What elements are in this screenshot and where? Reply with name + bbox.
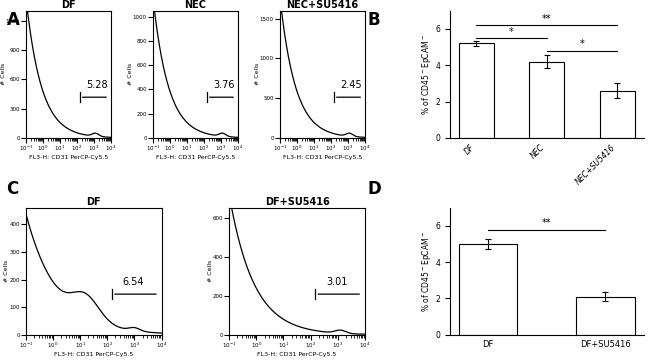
X-axis label: FL3-H: CD31 PerCP-Cy5.5: FL3-H: CD31 PerCP-Cy5.5 — [156, 155, 235, 160]
X-axis label: FL3-H: CD31 PerCP-Cy5.5: FL3-H: CD31 PerCP-Cy5.5 — [257, 352, 337, 357]
Text: B: B — [367, 11, 380, 29]
Y-axis label: # Cells: # Cells — [207, 260, 213, 282]
Text: *: * — [580, 39, 584, 49]
Title: DF: DF — [61, 0, 75, 10]
Title: NEC: NEC — [185, 0, 207, 10]
Y-axis label: # Cells: # Cells — [255, 63, 260, 85]
X-axis label: FL3-H: CD31 PerCP-Cy5.5: FL3-H: CD31 PerCP-Cy5.5 — [54, 352, 133, 357]
Y-axis label: % of CD45$^-$EpCAM$^-$: % of CD45$^-$EpCAM$^-$ — [419, 231, 432, 312]
Text: **: ** — [542, 218, 551, 228]
Y-axis label: % of CD45$^-$EpCAM$^-$: % of CD45$^-$EpCAM$^-$ — [419, 34, 432, 115]
Text: 5.28: 5.28 — [86, 80, 108, 90]
Text: 3.76: 3.76 — [214, 80, 235, 90]
Bar — [459, 44, 494, 138]
Text: *: * — [509, 27, 514, 37]
Bar — [599, 91, 634, 138]
Text: **: ** — [542, 14, 551, 24]
Bar — [529, 62, 564, 138]
Text: 6.54: 6.54 — [123, 276, 144, 287]
Text: A: A — [6, 11, 20, 29]
Y-axis label: # Cells: # Cells — [1, 63, 6, 85]
Y-axis label: # Cells: # Cells — [128, 63, 133, 85]
Title: DF: DF — [86, 197, 101, 207]
Text: 2.45: 2.45 — [341, 80, 362, 90]
Text: C: C — [6, 180, 19, 198]
Text: 3.01: 3.01 — [326, 276, 348, 287]
Title: NEC+SU5416: NEC+SU5416 — [287, 0, 358, 10]
Bar — [576, 297, 634, 335]
Title: DF+SU5416: DF+SU5416 — [265, 197, 330, 207]
Bar — [459, 244, 517, 335]
X-axis label: FL3-H: CD31 PerCP-Cy5.5: FL3-H: CD31 PerCP-Cy5.5 — [29, 155, 108, 160]
X-axis label: FL3-H: CD31 PerCP-Cy5.5: FL3-H: CD31 PerCP-Cy5.5 — [283, 155, 362, 160]
Text: D: D — [367, 180, 381, 198]
Y-axis label: # Cells: # Cells — [5, 260, 9, 282]
